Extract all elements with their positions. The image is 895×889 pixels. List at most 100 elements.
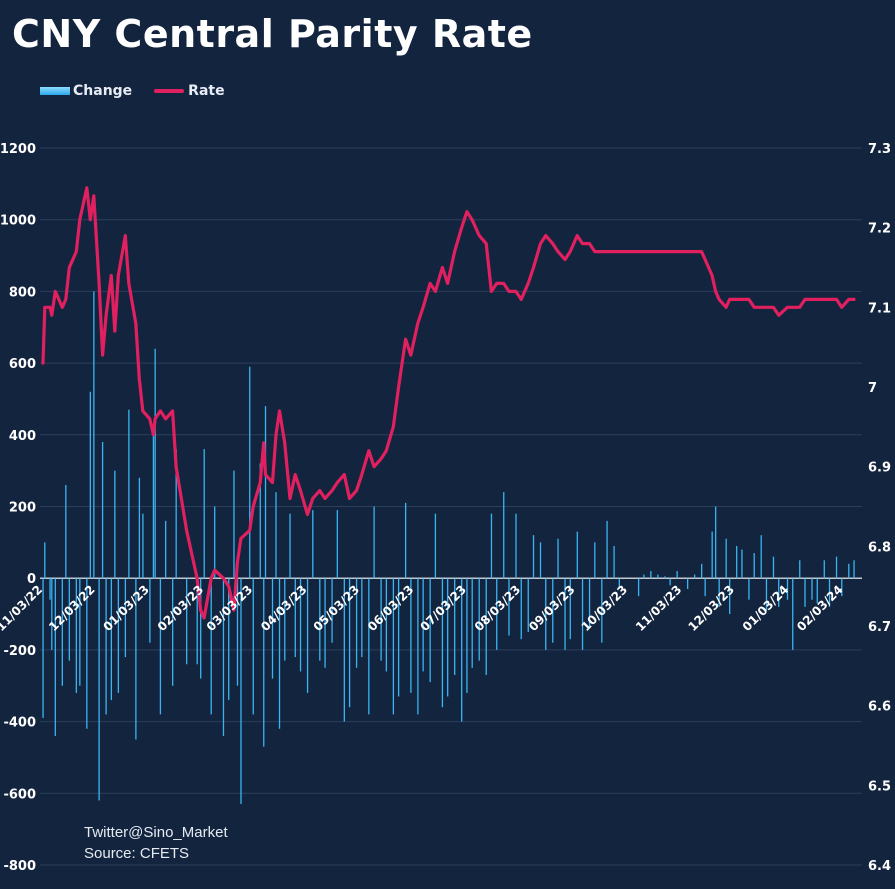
change-bar — [811, 578, 813, 600]
change-bar — [417, 578, 419, 715]
right-axis-ticks: 7.3 7.2 7.1 7 6.9 6.8 6.7 6.6 6.5 6.4 — [868, 142, 891, 874]
right-tick-label: 7.2 — [868, 222, 891, 237]
left-axis-ticks: 1200 1000 800 600 400 200 0 -200 -400 -600 -800 — [0, 142, 36, 874]
change-bar — [569, 578, 571, 640]
change-bar — [397, 578, 400, 697]
left-tick-label: 600 — [9, 357, 36, 372]
change-bar — [68, 578, 70, 661]
change-bar — [79, 578, 81, 686]
legend-swatch-rate — [154, 89, 185, 93]
change-bar — [86, 578, 88, 729]
change-bar — [527, 578, 529, 632]
change-bar — [289, 513, 291, 579]
change-bar — [429, 578, 431, 683]
change-bar — [355, 578, 358, 668]
change-bar — [835, 556, 838, 579]
change-bar — [240, 578, 242, 805]
change-bar — [200, 578, 202, 679]
change-bar — [159, 578, 162, 715]
change-bar — [252, 578, 254, 715]
change-bar — [539, 542, 542, 579]
change-bar — [748, 578, 750, 600]
grid-lines — [40, 147, 862, 866]
change-bar — [203, 449, 205, 579]
left-tick-label: 800 — [9, 285, 36, 300]
change-bar — [373, 506, 375, 579]
left-tick-label: 1000 — [0, 214, 36, 229]
rate-line-layer — [41, 186, 856, 620]
left-tick-label: 200 — [9, 501, 36, 516]
change-bar — [105, 578, 107, 715]
left-tick-label: -400 — [3, 716, 36, 731]
right-tick-label: 6.9 — [868, 461, 891, 476]
change-bar — [210, 578, 212, 715]
change-bar — [312, 510, 314, 579]
change-bar — [701, 563, 703, 579]
right-tick-label: 7.3 — [868, 142, 891, 157]
change-bar — [853, 560, 855, 579]
change-bar — [51, 578, 53, 650]
change-bar — [214, 506, 216, 579]
change-bar — [729, 578, 731, 615]
change-bar — [385, 578, 388, 672]
x-tick-label: 06/03/23 — [365, 582, 417, 634]
change-bar — [676, 571, 678, 579]
change-bar — [601, 578, 603, 643]
change-bar — [343, 578, 345, 722]
change-bar — [42, 578, 44, 719]
right-tick-label: 7.1 — [868, 301, 891, 316]
legend-item-rate: Rate — [154, 83, 225, 99]
change-bar — [753, 553, 755, 579]
change-bar — [441, 578, 444, 708]
left-tick-label: 1200 — [0, 142, 36, 157]
right-tick-label: 6.7 — [868, 620, 891, 635]
x-tick-label: 11/03/22 — [0, 582, 45, 634]
change-bar — [532, 535, 535, 579]
change-bar — [704, 578, 706, 597]
change-bar — [454, 578, 456, 675]
change-bar — [165, 520, 167, 579]
change-bar — [594, 542, 596, 579]
change-bar — [61, 578, 63, 686]
change-bar — [306, 578, 309, 693]
change-bar — [508, 578, 510, 636]
change-bar — [606, 520, 608, 579]
legend-swatch-change — [40, 87, 70, 95]
change-bar — [828, 578, 831, 607]
change-bar — [485, 578, 487, 675]
change-bar — [637, 578, 640, 597]
change-bar — [618, 578, 620, 589]
change-bar — [117, 578, 120, 693]
change-bar — [725, 538, 727, 579]
change-bar — [233, 470, 235, 579]
change-bar — [259, 463, 261, 579]
change-bar — [196, 578, 198, 665]
change-bar — [466, 578, 468, 693]
change-bar — [778, 578, 780, 607]
change-bar — [804, 578, 806, 607]
change-bar — [613, 545, 615, 579]
change-bar — [380, 578, 382, 661]
change-bar — [128, 409, 130, 579]
legend-label-change: Change — [73, 83, 133, 99]
change-bar — [284, 578, 286, 661]
change-bar — [694, 574, 696, 579]
change-bar — [434, 513, 437, 579]
change-bar — [278, 578, 281, 729]
change-bar — [471, 578, 473, 668]
change-bar — [271, 578, 274, 679]
change-bar — [772, 556, 775, 579]
change-bar — [336, 510, 338, 579]
change-bar — [186, 578, 188, 665]
x-tick-label: 02/03/24 — [794, 582, 846, 634]
change-bar — [581, 578, 584, 650]
change-bar — [49, 578, 51, 600]
credit-twitter: Twitter@Sino_Market — [84, 824, 228, 841]
change-bar — [264, 406, 267, 579]
change-bar — [792, 578, 794, 650]
change-bar — [124, 578, 127, 658]
change-bar — [75, 578, 77, 693]
change-bar — [515, 513, 517, 579]
change-bar — [154, 348, 156, 579]
change-bar — [138, 477, 141, 579]
